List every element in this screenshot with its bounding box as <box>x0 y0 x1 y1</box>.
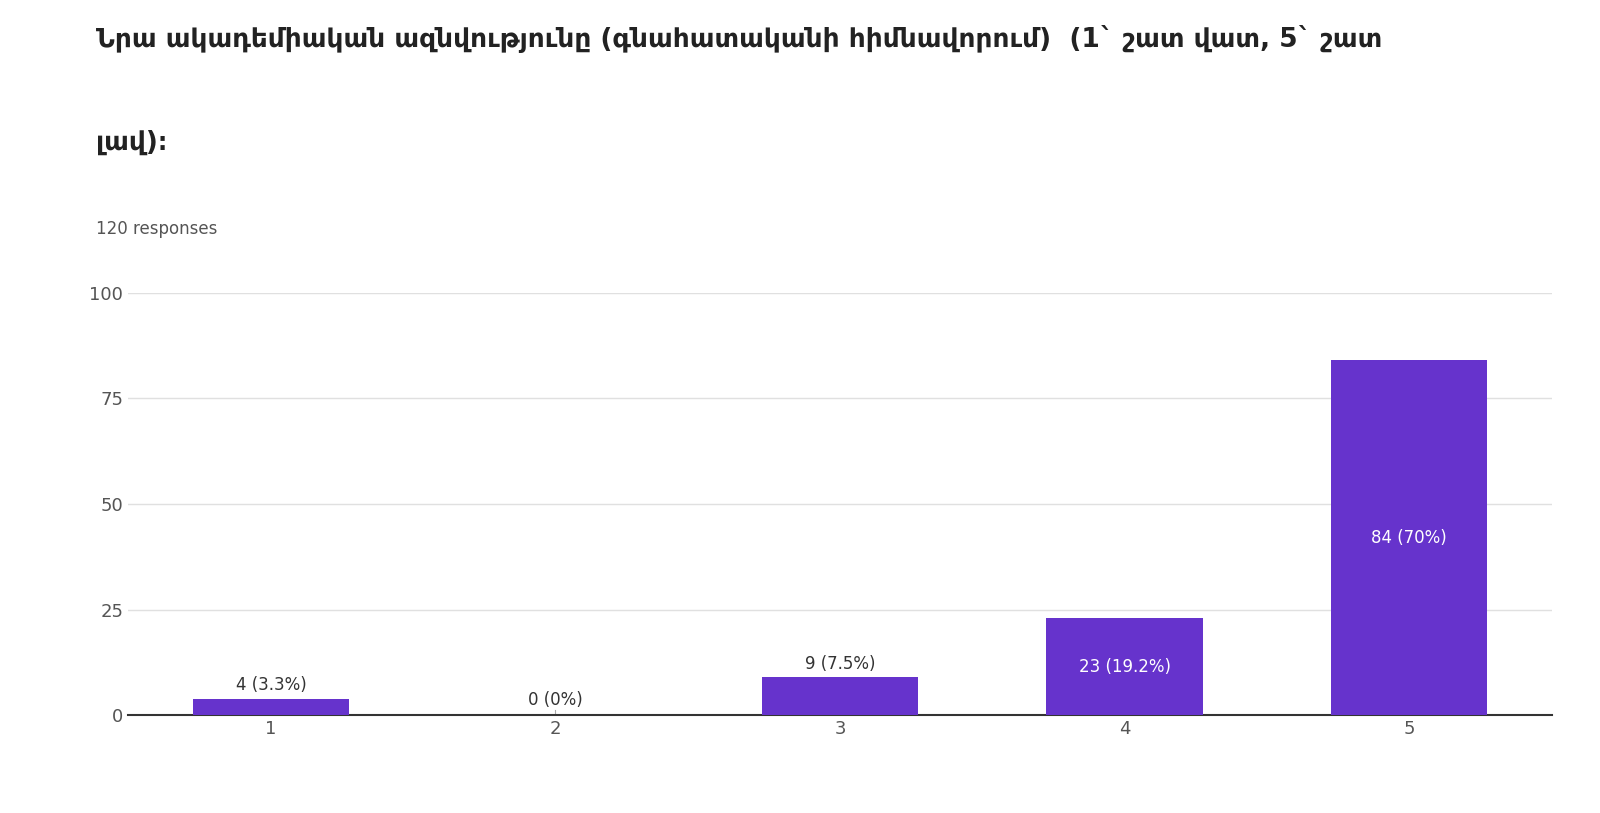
Text: 84 (70%): 84 (70%) <box>1371 529 1446 547</box>
Text: 9 (7.5%): 9 (7.5%) <box>805 655 875 673</box>
Text: 23 (19.2%): 23 (19.2%) <box>1078 658 1171 676</box>
Bar <box>1331 360 1488 715</box>
Bar <box>762 677 918 715</box>
Text: 120 responses: 120 responses <box>96 220 218 237</box>
Text: Նրա ակադեմիական ազնվությունը (գնահատականի հիմնավորում)  (1` շատ վատ, 5` շատ: Նրա ակադեմիական ազնվությունը (գնահատական… <box>96 24 1382 52</box>
Text: 0 (0%): 0 (0%) <box>528 691 582 709</box>
Text: 4 (3.3%): 4 (3.3%) <box>235 676 306 694</box>
Bar <box>192 698 349 715</box>
Text: լավ)։: լավ)։ <box>96 130 168 156</box>
Bar <box>1046 618 1203 715</box>
